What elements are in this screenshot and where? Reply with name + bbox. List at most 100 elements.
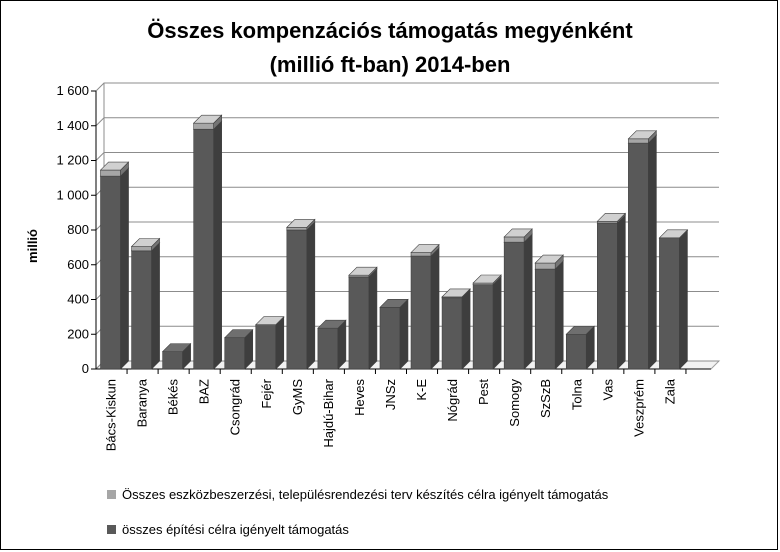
y-tick-label: 1 600 [56,83,89,98]
bar-equipment [99,161,130,177]
bar-construction-top [224,329,254,339]
bar-construction-side [554,260,564,370]
bar-equipment [348,266,378,278]
x-tick-label: BAZ [197,379,212,404]
bar-equipment-top [192,114,223,124]
bar-construction-front [472,284,494,370]
bar-equipment-top [410,244,440,253]
x-tick-label: Békés [166,379,181,416]
chart-subtitle: (millió ft-ban) 2014-ben [270,52,511,77]
bar-equipment [441,288,471,299]
bar-construction-side [523,233,533,370]
bar-construction [348,268,378,370]
bar-construction [534,260,564,370]
bar-construction [627,134,658,370]
bar-equipment-top [130,238,161,247]
bar-equipment [286,218,316,231]
x-tick-label: Csongrád [228,379,243,435]
x-tick-label: Somogy [507,379,522,427]
bar-equipment-front [628,138,649,144]
bar-construction-front [441,297,463,370]
bar-construction [658,229,689,370]
legend-swatch [107,490,116,499]
bar-equipment [503,228,533,243]
bar-equipment-front [410,252,432,257]
bar-construction-front [255,325,277,370]
legend-swatch [107,525,116,534]
chart-title: Összes kompenzációs támogatás megyénként [147,18,633,43]
bar-construction-front [503,241,525,370]
bar-construction [130,242,161,370]
bar-construction [596,214,627,370]
bar-construction [472,276,502,370]
x-tick-label: Pest [476,379,491,405]
bar-construction [99,167,130,370]
y-tick-label: 200 [67,326,89,341]
bar-construction-side [617,214,626,370]
bar-construction-front [286,229,308,370]
bar-construction-front [597,222,618,370]
y-axis-label: millió [25,229,40,263]
bar-construction [192,120,223,370]
y-tick-label: 800 [67,222,89,237]
bar-equipment [658,229,689,240]
bar-construction-front [100,175,121,370]
bar-construction [503,233,533,370]
legend-label: összes építési célra igényelt támogatás [122,522,349,537]
bar-construction-front [131,250,152,370]
bar-construction-front [224,337,246,370]
bar-construction-front [410,255,432,370]
bar-construction-top [565,325,595,335]
bar-construction-front [628,142,649,370]
bar-construction-top [379,299,409,308]
bar-equipment-top [472,274,502,284]
bar-construction [441,289,471,370]
bar-construction [410,247,440,370]
bar-construction-side [306,221,316,370]
bar-construction-front [565,333,587,370]
bar-construction-side [430,247,440,370]
bar-construction [565,325,595,370]
bar-equipment [410,243,440,257]
x-tick-label: SzSzB [538,379,553,418]
bar-equipment [627,130,658,144]
bar-equipment-front [503,236,525,243]
y-tick-label: 600 [67,257,89,272]
bar-construction [317,319,347,370]
bar-equipment [596,212,627,224]
bar-equipment-top [286,219,316,228]
bar-construction-side [275,316,285,370]
x-tick-label: JNSz [383,379,398,410]
bar-construction [286,221,316,370]
x-tick-label: Hajdú-Bihar [321,378,336,447]
y-tick-label: 1 400 [56,118,89,133]
x-tick-label: Heves [352,379,367,416]
bar-equipment-front [131,246,152,252]
y-tick-label: 1 000 [56,187,89,202]
bar-construction-front [162,351,183,370]
x-tick-label: Zala [662,378,677,404]
y-tick-label: 400 [67,292,89,307]
bar-equipment-top [99,161,130,171]
bar-construction-front [659,238,680,370]
bar-construction-side [399,298,409,370]
bar-equipment-top [596,213,627,222]
bar-construction-side [151,242,160,370]
x-tick-label: Baranya [135,378,150,427]
bar-construction-side [648,134,657,370]
y-tick-label: 0 [82,361,89,376]
bar-equipment-top [348,266,378,276]
bar-construction-front [317,327,339,370]
x-tick-label: Vas [600,379,615,401]
bar-equipment-front [534,262,556,270]
bar-construction-front [379,307,401,370]
x-tick-label: Veszprém [631,379,646,437]
bar-construction [379,298,409,370]
x-tick-label: Tolna [569,378,584,410]
bar-equipment [192,114,223,130]
x-tick-label: Nógrád [445,379,460,422]
bar-equipment-front [286,227,308,231]
bar-equipment [255,315,285,327]
